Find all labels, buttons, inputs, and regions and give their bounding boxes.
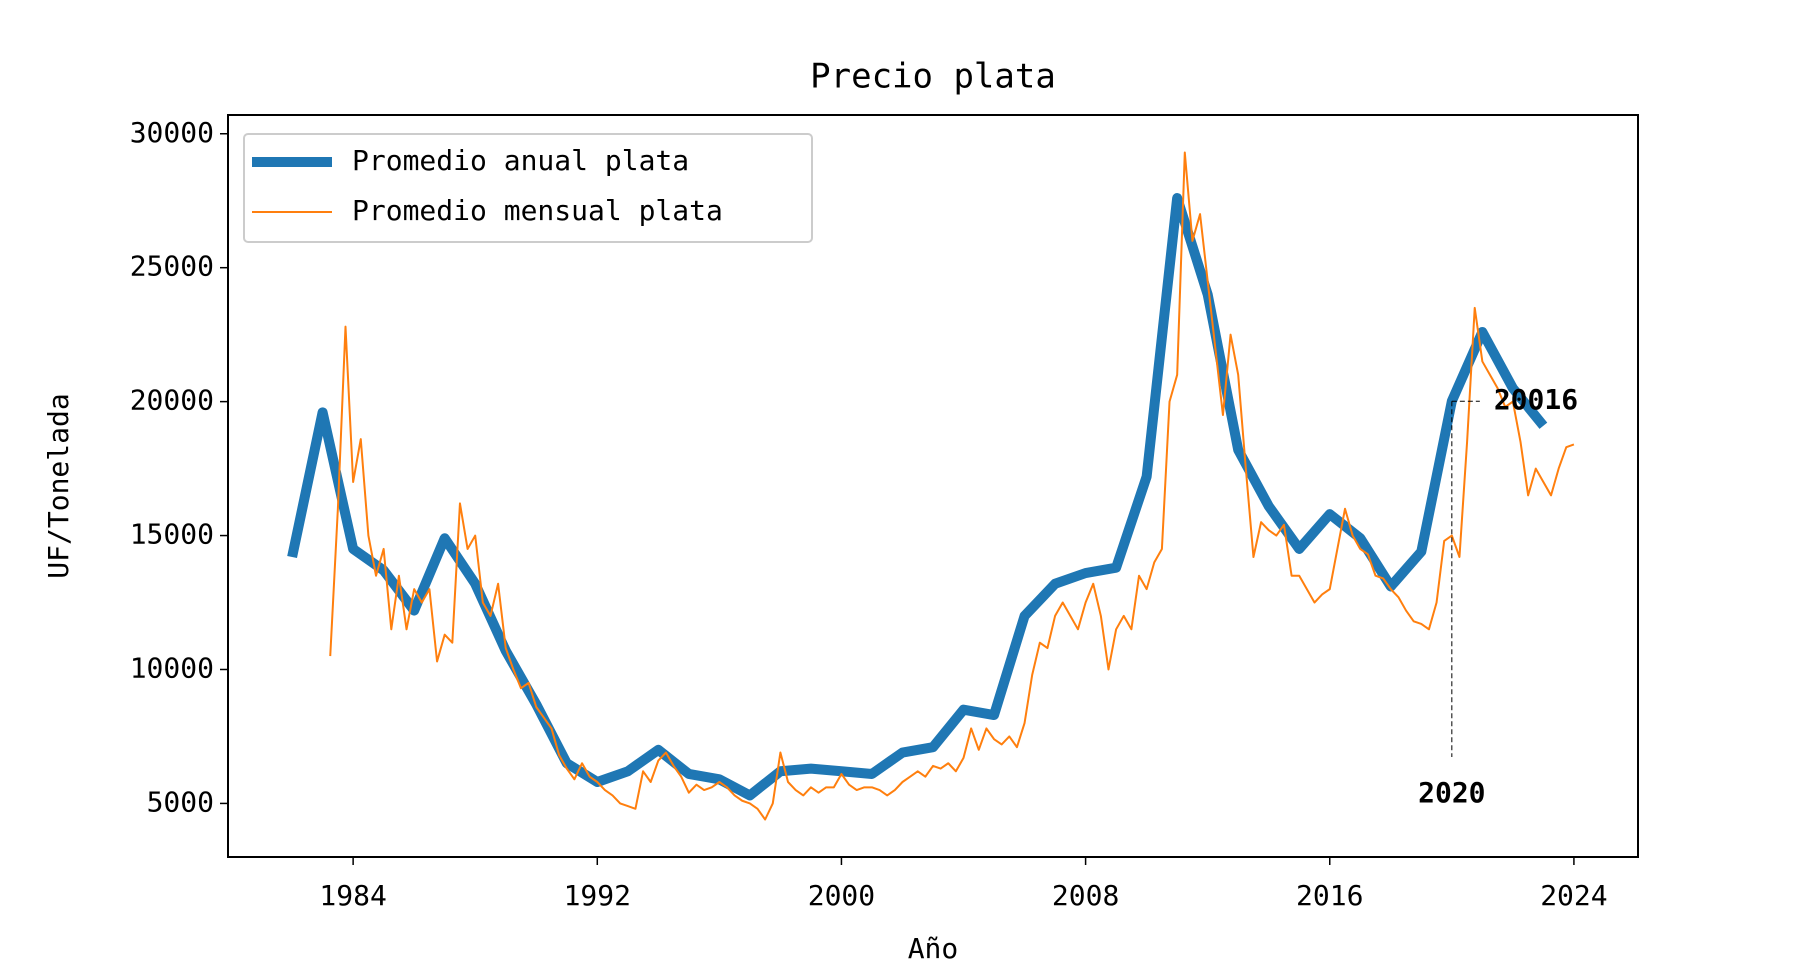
legend-box <box>243 133 813 243</box>
x-tick-label: 2008 <box>1052 879 1119 912</box>
series-line <box>287 193 1548 801</box>
x-axis-label: Año <box>908 932 959 965</box>
y-tick-label: 25000 <box>130 250 214 283</box>
annotation-y-label: 20016 <box>1494 383 1578 416</box>
x-tick-label: 1984 <box>319 879 386 912</box>
x-tick-label: 2024 <box>1540 879 1607 912</box>
legend-label: Promedio anual plata <box>352 144 689 177</box>
y-tick-label: 5000 <box>147 785 214 818</box>
annotation-x-label: 2020 <box>1418 776 1485 809</box>
y-tick-label: 10000 <box>130 651 214 684</box>
y-tick-label: 20000 <box>130 384 214 417</box>
y-tick-label: 15000 <box>130 518 214 551</box>
y-axis-label: UF/Tonelada <box>42 393 75 578</box>
y-tick-label: 30000 <box>130 116 214 149</box>
plot-frame <box>227 114 1639 858</box>
chart-title: Precio plata <box>810 57 1056 97</box>
x-tick-label: 2000 <box>808 879 875 912</box>
x-tick-label: 1992 <box>564 879 631 912</box>
x-tick-label: 2016 <box>1296 879 1363 912</box>
legend-label: Promedio mensual plata <box>352 194 723 227</box>
series-line <box>329 151 1575 821</box>
